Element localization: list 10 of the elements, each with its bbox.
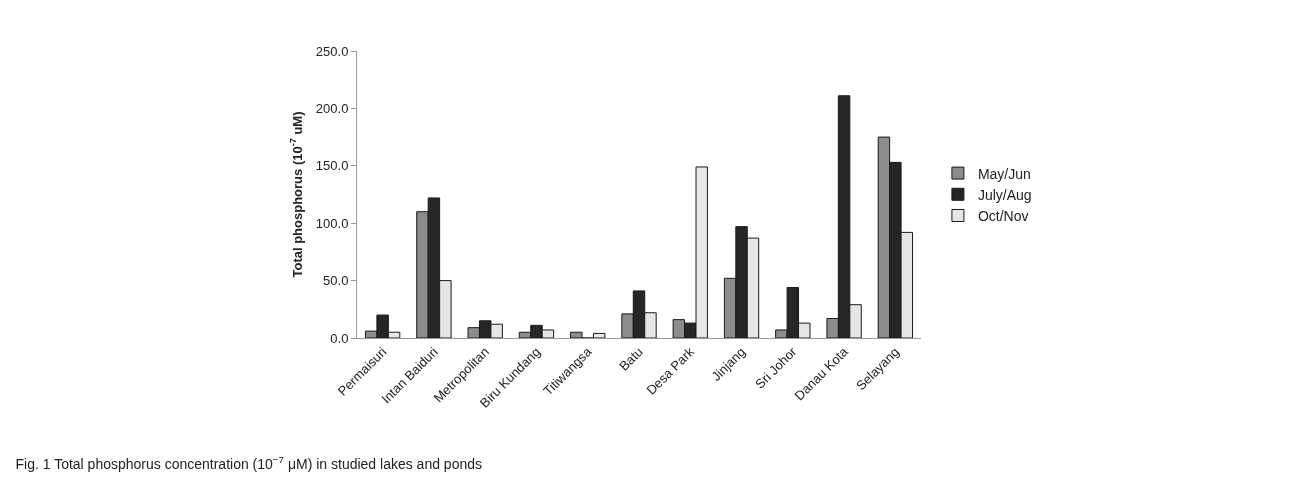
y-tick-label: 150.0 [315, 158, 349, 174]
y-tick-label: 200.0 [315, 100, 349, 116]
legend-label: July/Aug [977, 186, 1032, 203]
legend-label: Oct/Nov [977, 207, 1029, 224]
y-tick-label: 100.0 [315, 215, 349, 231]
y-tick-label: 250.0 [315, 43, 349, 59]
text: Fig. 1 Total phosphorus concentration (10$^{−7}$ μM) in studied lakes and ponds [15, 454, 482, 472]
y-tick-label: 0.0 [330, 330, 349, 346]
y-tick-label: 50.0 [323, 273, 349, 289]
legend-label: May/Jun [977, 165, 1031, 182]
